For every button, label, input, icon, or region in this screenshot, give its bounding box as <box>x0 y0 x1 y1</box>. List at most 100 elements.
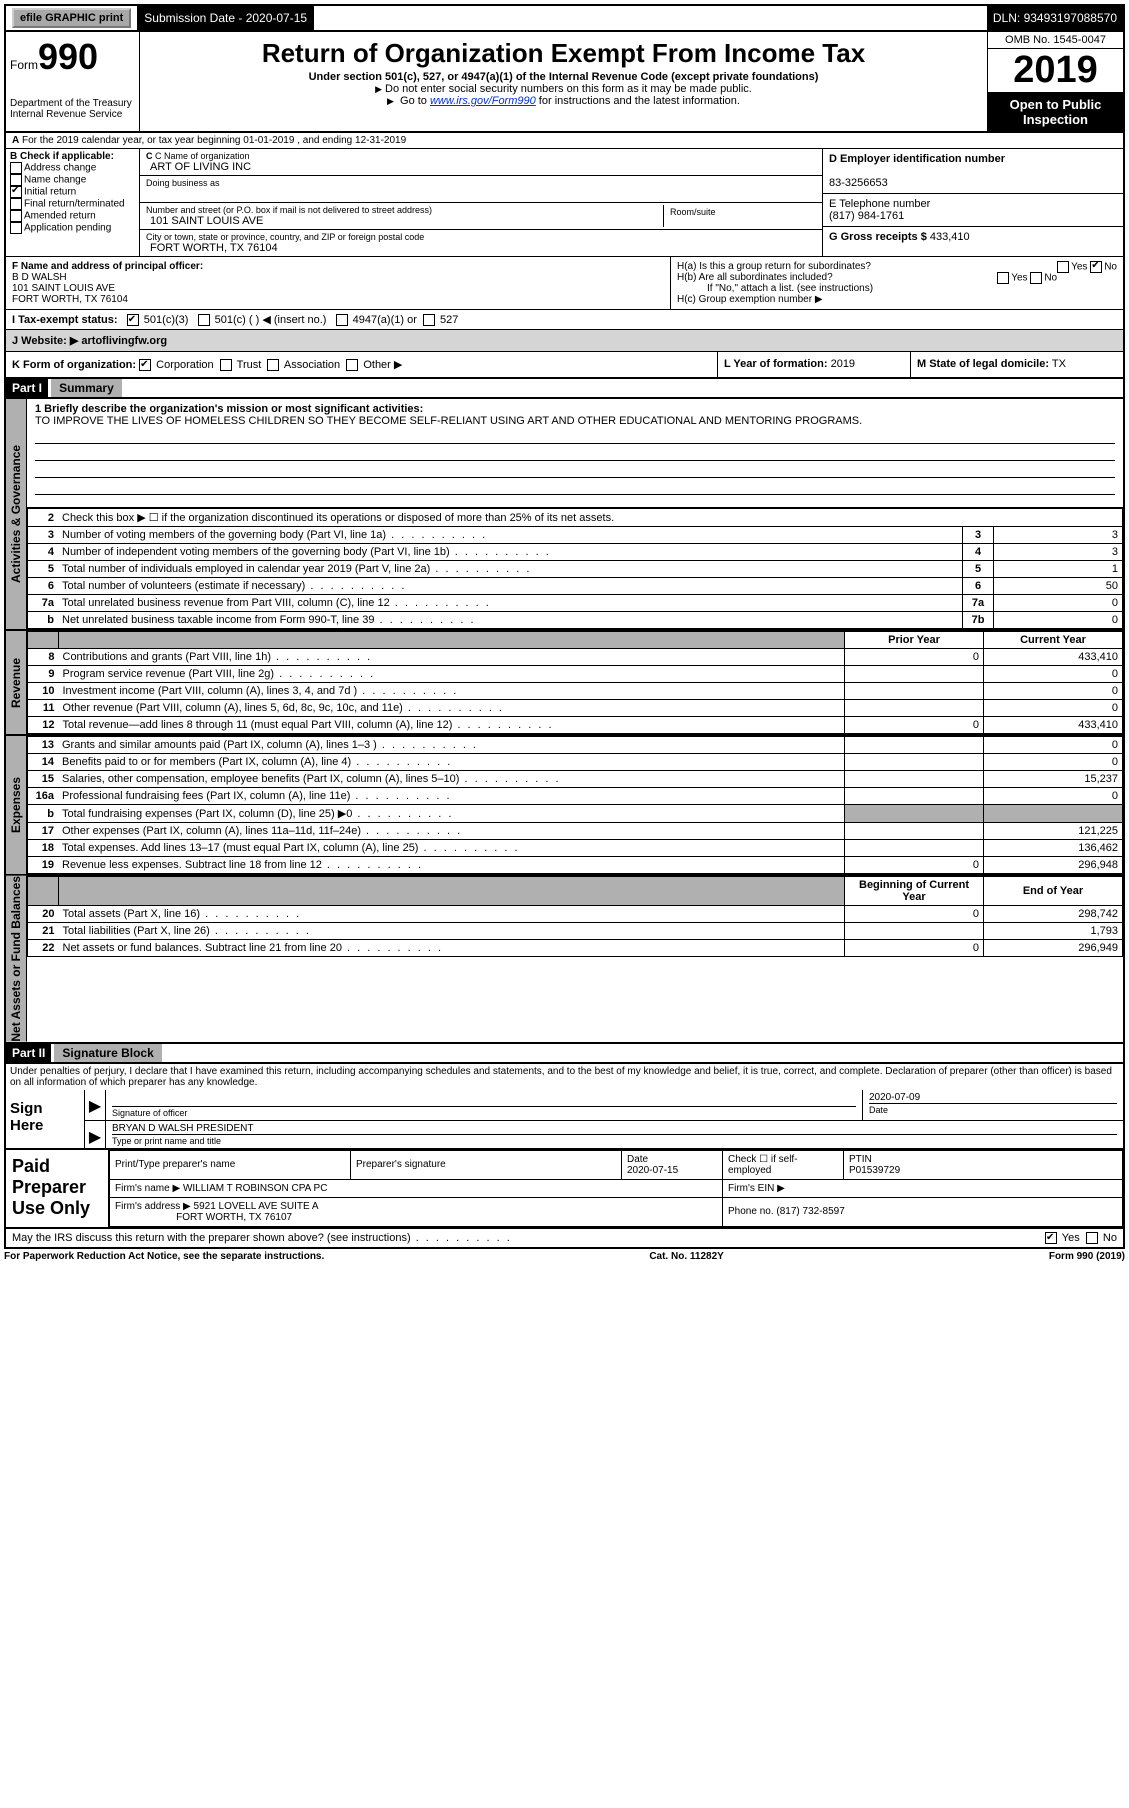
type-name-label: Type or print name and title <box>112 1134 1117 1146</box>
checkbox-final-return[interactable] <box>10 198 22 210</box>
note-ssn: Do not enter social security numbers on … <box>148 83 979 95</box>
part1-expenses: Expenses 13Grants and similar amounts pa… <box>4 736 1125 876</box>
efile-cell: efile GRAPHIC print <box>6 6 138 30</box>
year-label: L Year of formation: <box>724 358 828 370</box>
opt-4947: 4947(a)(1) or <box>353 314 417 326</box>
checkbox-trust[interactable] <box>220 359 232 371</box>
current-year-header: Current Year <box>984 632 1123 649</box>
hb-no[interactable] <box>1030 272 1042 284</box>
table-row: 10Investment income (Part VIII, column (… <box>28 683 1123 700</box>
prep-name-label: Print/Type preparer's name <box>110 1150 351 1179</box>
checkbox-other[interactable] <box>346 359 358 371</box>
section-h: H(a) Is this a group return for subordin… <box>671 257 1123 309</box>
may-discuss-text: May the IRS discuss this return with the… <box>12 1232 512 1244</box>
officer-addr2: FORT WORTH, TX 76104 <box>12 294 128 305</box>
tax-period: For the 2019 calendar year, or tax year … <box>22 135 406 146</box>
website-value: artoflivingfw.org <box>81 335 167 347</box>
table-row: 3Number of voting members of the governi… <box>28 527 1123 544</box>
firm-name-label: Firm's name ▶ <box>115 1183 180 1194</box>
ein-value: 83-3256653 <box>829 177 888 189</box>
sig-date-label: Date <box>869 1103 1117 1115</box>
submission-date: Submission Date - 2020-07-15 <box>138 6 314 30</box>
checkbox-app-pending[interactable] <box>10 222 22 234</box>
discuss-no[interactable] <box>1086 1232 1098 1244</box>
checkbox-501c3[interactable] <box>127 314 139 326</box>
table-row: 12Total revenue—add lines 8 through 11 (… <box>28 717 1123 734</box>
firm-phone: (817) 732-8597 <box>776 1206 844 1217</box>
opt-other: Other ▶ <box>363 359 402 371</box>
table-row: bNet unrelated business taxable income f… <box>28 612 1123 629</box>
sig-arrow-icon-2: ▶ <box>85 1121 105 1148</box>
sig-date: 2020-07-09 <box>869 1092 1117 1103</box>
efile-button[interactable]: efile GRAPHIC print <box>12 8 131 28</box>
checkbox-corp[interactable] <box>139 359 151 371</box>
table-row: 22Net assets or fund balances. Subtract … <box>28 940 1123 957</box>
discuss-yes[interactable] <box>1045 1232 1057 1244</box>
hb-note: If "No," attach a list. (see instruction… <box>677 283 1117 294</box>
submission-value: 2020-07-15 <box>246 11 307 25</box>
part2-title: Signature Block <box>54 1044 161 1062</box>
part1-revenue: Revenue Prior YearCurrent Year 8Contribu… <box>4 631 1125 736</box>
table-row: 15Salaries, other compensation, employee… <box>28 771 1123 788</box>
state-domicile: TX <box>1052 358 1066 370</box>
checkbox-527[interactable] <box>423 314 435 326</box>
label-initial-return: Initial return <box>24 187 76 198</box>
table-row: bTotal fundraising expenses (Part IX, co… <box>28 805 1123 823</box>
officer-label: F Name and address of principal officer: <box>12 261 203 272</box>
checkbox-initial-return[interactable] <box>10 186 22 198</box>
ptin-label: PTIN <box>849 1154 872 1165</box>
tax-status-label: I Tax-exempt status: <box>12 314 118 326</box>
form990-link[interactable]: www.irs.gov/Form990 <box>430 95 536 107</box>
hb-yes[interactable] <box>997 272 1009 284</box>
officer-printed-name: BRYAN D WALSH PRESIDENT <box>112 1123 1117 1134</box>
omb-number: OMB No. 1545-0047 <box>988 32 1123 49</box>
state-label: M State of legal domicile: <box>917 358 1049 370</box>
section-f-officer: F Name and address of principal officer:… <box>6 257 671 309</box>
section-deg: D Employer identification number 83-3256… <box>823 149 1123 256</box>
submission-label: Submission Date - <box>144 11 242 25</box>
irs-label: Internal Revenue Service <box>10 109 135 120</box>
form-label: Form <box>10 58 38 72</box>
prep-sig-label: Preparer's signature <box>351 1150 622 1179</box>
table-row: 21Total liabilities (Part X, line 26)1,7… <box>28 923 1123 940</box>
ha-no[interactable] <box>1090 261 1102 273</box>
tax-year: 2019 <box>988 49 1123 93</box>
dept-treasury: Department of the Treasury <box>10 98 135 109</box>
form-990-number: 990 <box>38 36 98 77</box>
row-a-period: A For the 2019 calendar year, or tax yea… <box>6 133 1123 149</box>
checkbox-501c[interactable] <box>198 314 210 326</box>
form-subtitle: Under section 501(c), 527, or 4947(a)(1)… <box>148 71 979 83</box>
footer-left: For Paperwork Reduction Act Notice, see … <box>4 1251 324 1262</box>
org-name-label-text: C Name of organization <box>155 151 250 161</box>
mission-text: TO IMPROVE THE LIVES OF HOMELESS CHILDRE… <box>35 415 862 427</box>
section-b-checkboxes: B Check if applicable: Address change Na… <box>6 149 140 256</box>
label-name-change: Name change <box>24 175 86 186</box>
org-name-label: C C Name of organization <box>146 151 816 161</box>
note2-suffix: for instructions and the latest informat… <box>536 95 740 107</box>
checkbox-4947[interactable] <box>336 314 348 326</box>
side-governance: Activities & Governance <box>6 399 27 629</box>
ein-label: D Employer identification number <box>829 153 1005 165</box>
city-state-zip: FORT WORTH, TX 76104 <box>146 242 424 254</box>
ptin-value: P01539729 <box>849 1165 900 1176</box>
row-m-state: M State of legal domicile: TX <box>910 352 1123 377</box>
phone-label: E Telephone number <box>829 198 930 210</box>
checkbox-amended[interactable] <box>10 210 22 222</box>
checkbox-address-change[interactable] <box>10 162 22 174</box>
checkbox-assoc[interactable] <box>267 359 279 371</box>
header-center: Return of Organization Exempt From Incom… <box>140 32 987 131</box>
header-right: OMB No. 1545-0047 2019 Open to Public In… <box>987 32 1123 131</box>
table-row: 20Total assets (Part X, line 16)0298,742 <box>28 906 1123 923</box>
table-row: 4Number of independent voting members of… <box>28 544 1123 561</box>
section-b-label: B Check if applicable: <box>10 151 114 162</box>
table-row: 11Other revenue (Part VIII, column (A), … <box>28 700 1123 717</box>
gross-receipts: 433,410 <box>930 231 970 243</box>
dln-label: DLN: <box>993 11 1020 25</box>
firm-name: WILLIAM T ROBINSON CPA PC <box>183 1183 327 1194</box>
label-app-pending: Application pending <box>24 223 111 234</box>
ha-yes[interactable] <box>1057 261 1069 273</box>
opt-501c: 501(c) ( ) ◀ (insert no.) <box>215 314 327 326</box>
sig-officer-label: Signature of officer <box>112 1106 856 1118</box>
table-row: 17Other expenses (Part IX, column (A), l… <box>28 823 1123 840</box>
hb-label: H(b) Are all subordinates included? <box>677 272 833 283</box>
